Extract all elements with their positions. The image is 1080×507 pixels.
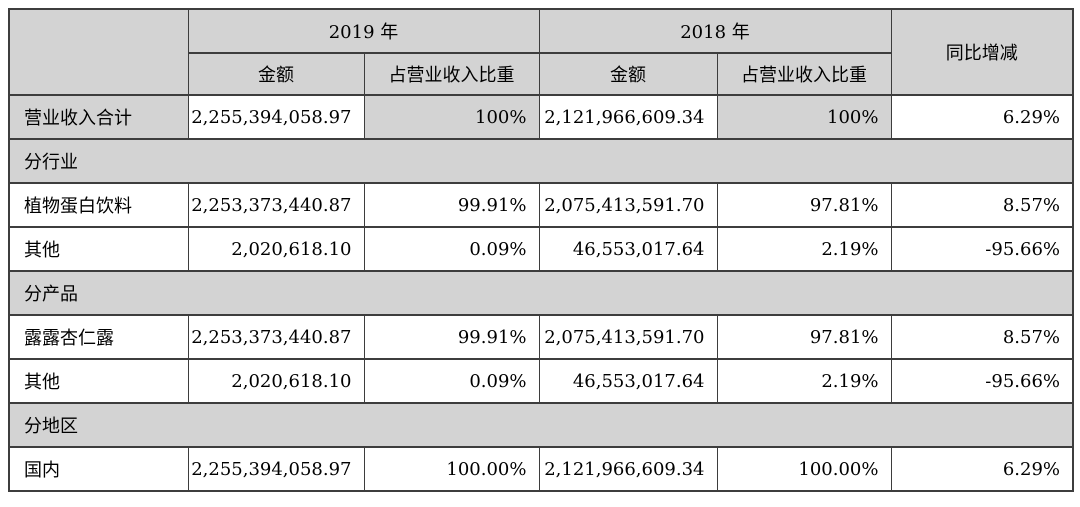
amount-2019: 2,253,373,440.87 (187, 182, 365, 228)
share-2018: 100% (716, 94, 892, 140)
table-row-total-revenue: 营业收入合计 2,255,394,058.97 100% 2,121,966,6… (8, 94, 1074, 140)
revenue-breakdown-table: 2019 年 2018 年 同比增减 金额 占营业收入比重 金额 占营业收入比重… (8, 8, 1074, 492)
row-label: 植物蛋白饮料 (8, 182, 189, 228)
share-2019: 0.09% (363, 358, 540, 404)
amount-2018: 2,075,413,591.70 (538, 182, 718, 228)
amount-2018: 2,121,966,609.34 (538, 94, 718, 140)
amount-2018: 46,553,017.64 (538, 358, 718, 404)
header-row-years: 2019 年 2018 年 同比增减 (8, 8, 1074, 96)
table-row-other-industry: 其他 2,020,618.10 0.09% 46,553,017.64 2.19… (8, 226, 1074, 272)
yoy-value: -95.66% (890, 358, 1074, 404)
row-label: 其他 (8, 226, 189, 272)
amount-2019: 2,253,373,440.87 (187, 314, 365, 360)
share-2019: 0.09% (363, 226, 540, 272)
yoy-value: 6.29% (890, 94, 1074, 140)
row-label: 营业收入合计 (8, 94, 189, 140)
share-2019: 99.91% (363, 182, 540, 228)
header-year-2019: 2019 年 (187, 8, 540, 54)
header-amount-2018: 金额 (538, 52, 718, 96)
amount-2019: 2,020,618.10 (187, 358, 365, 404)
header-corner-cell (8, 8, 189, 96)
table-row-domestic: 国内 2,255,394,058.97 100.00% 2,121,966,60… (8, 446, 1074, 492)
row-label: 国内 (8, 446, 189, 492)
yoy-value: 8.57% (890, 314, 1074, 360)
revenue-breakdown-table-container: 2019 年 2018 年 同比增减 金额 占营业收入比重 金额 占营业收入比重… (8, 8, 1074, 492)
header-share-2019: 占营业收入比重 (363, 52, 540, 96)
section-header: 分产品 (8, 270, 1074, 316)
amount-2018: 2,075,413,591.70 (538, 314, 718, 360)
header-amount-2019: 金额 (187, 52, 365, 96)
amount-2019: 2,255,394,058.97 (187, 94, 365, 140)
table-row-plant-protein-drinks: 植物蛋白饮料 2,253,373,440.87 99.91% 2,075,413… (8, 182, 1074, 228)
amount-2018: 46,553,017.64 (538, 226, 718, 272)
yoy-value: -95.66% (890, 226, 1074, 272)
share-2018: 97.81% (716, 314, 892, 360)
yoy-value: 6.29% (890, 446, 1074, 492)
amount-2019: 2,020,618.10 (187, 226, 365, 272)
section-header: 分地区 (8, 402, 1074, 448)
header-row-measures: 金额 占营业收入比重 金额 占营业收入比重 (9, 52, 1073, 96)
share-2018: 97.81% (716, 182, 892, 228)
section-row-by-region: 分地区 (8, 402, 1074, 448)
share-2018: 2.19% (716, 226, 892, 272)
section-row-by-industry: 分行业 (8, 138, 1074, 184)
yoy-value: 8.57% (890, 182, 1074, 228)
section-header: 分行业 (8, 138, 1074, 184)
table-row-lulu-almond-drink: 露露杏仁露 2,253,373,440.87 99.91% 2,075,413,… (8, 314, 1074, 360)
section-row-by-product: 分产品 (8, 270, 1074, 316)
header-yoy: 同比增减 (890, 8, 1074, 96)
share-2019: 100% (363, 94, 540, 140)
row-label: 其他 (8, 358, 189, 404)
table-row-other-product: 其他 2,020,618.10 0.09% 46,553,017.64 2.19… (8, 358, 1074, 404)
share-2018: 100.00% (716, 446, 892, 492)
amount-2019: 2,255,394,058.97 (187, 446, 365, 492)
header-share-2018: 占营业收入比重 (716, 52, 892, 96)
share-2019: 99.91% (363, 314, 540, 360)
share-2019: 100.00% (363, 446, 540, 492)
row-label: 露露杏仁露 (8, 314, 189, 360)
header-year-2018: 2018 年 (538, 8, 892, 54)
share-2018: 2.19% (716, 358, 892, 404)
amount-2018: 2,121,966,609.34 (538, 446, 718, 492)
